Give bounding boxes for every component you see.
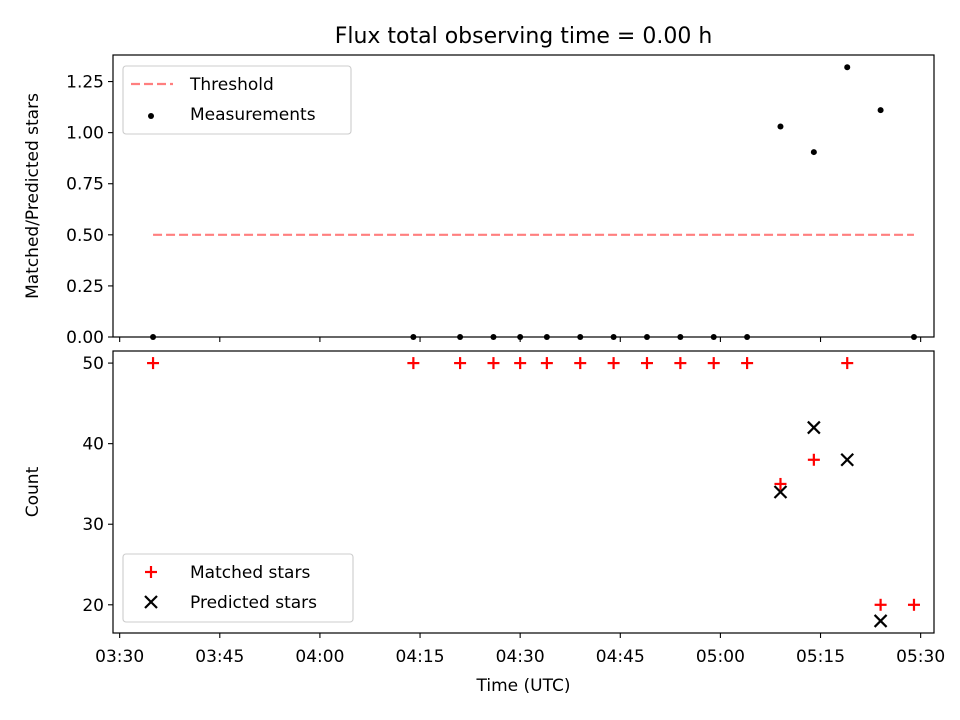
data-point bbox=[907, 598, 920, 611]
data-point bbox=[877, 107, 884, 114]
data-point bbox=[810, 149, 817, 156]
x-tick-label: 05:30 bbox=[896, 647, 945, 667]
x-tick-label: 03:45 bbox=[195, 647, 244, 667]
chart-title: Flux total observing time = 0.00 h bbox=[335, 24, 713, 49]
legend: Matched stars Predicted stars bbox=[122, 553, 354, 623]
data-point bbox=[774, 477, 787, 490]
data-point bbox=[874, 598, 887, 611]
legend: Threshold Measurements bbox=[122, 65, 352, 135]
count-panel: Count Time (UTC) 20 30 40 50 03:30 03:45 04:00 04… bbox=[23, 350, 945, 696]
legend-label: Threshold bbox=[189, 75, 274, 95]
y-tick-label: 30 bbox=[82, 515, 104, 535]
axes-frame bbox=[112, 350, 935, 634]
data-point bbox=[741, 357, 754, 370]
legend-label: Measurements bbox=[190, 105, 316, 125]
y-tick-label: 0.50 bbox=[66, 226, 104, 246]
legend-label: Predicted stars bbox=[190, 593, 317, 613]
series-predicted-stars bbox=[773, 420, 888, 628]
x-tick-label: 03:30 bbox=[95, 647, 144, 667]
x-tick-label: 04:15 bbox=[396, 647, 445, 667]
y-tick-label: 20 bbox=[82, 596, 104, 616]
data-point bbox=[514, 357, 527, 370]
data-point bbox=[844, 64, 851, 71]
data-point bbox=[777, 123, 784, 130]
data-point bbox=[807, 453, 820, 466]
y-tick-label: 0.75 bbox=[66, 175, 104, 195]
data-point bbox=[147, 357, 160, 370]
data-point bbox=[707, 357, 720, 370]
legend-swatch-dot bbox=[148, 113, 154, 119]
data-point bbox=[407, 357, 420, 370]
data-point bbox=[840, 452, 855, 467]
data-point bbox=[873, 614, 888, 628]
data-point bbox=[640, 357, 653, 370]
data-point bbox=[574, 357, 587, 370]
x-tick-label: 04:30 bbox=[496, 647, 545, 667]
data-point bbox=[454, 357, 467, 370]
x-tick-label: 05:00 bbox=[696, 647, 745, 667]
series-matched-stars bbox=[147, 357, 920, 611]
ratio-panel: Flux total observing time = 0.00 h Matche… bbox=[23, 24, 935, 348]
y-tick-label: 0.25 bbox=[66, 277, 104, 297]
x-b bbox=[807, 420, 821, 435]
x-tick-label: 04:00 bbox=[295, 647, 344, 667]
legend-swatch-x bbox=[144, 595, 158, 609]
x-tick-label: 05:15 bbox=[796, 647, 845, 667]
y-tick-label: 50 bbox=[82, 354, 104, 374]
data-point bbox=[607, 357, 620, 370]
y-tick-label: 1.00 bbox=[66, 124, 104, 144]
legend-box bbox=[122, 65, 352, 135]
x-b bbox=[873, 614, 888, 628]
y-tick-label: 40 bbox=[82, 435, 104, 455]
y-axis-label: Count bbox=[23, 466, 43, 517]
data-point bbox=[487, 357, 500, 370]
data-point bbox=[773, 485, 788, 499]
legend-box bbox=[122, 553, 354, 623]
axes-frame bbox=[112, 54, 935, 338]
x-tick-label: 04:45 bbox=[596, 647, 645, 667]
x-b bbox=[840, 452, 855, 467]
data-point bbox=[540, 357, 553, 370]
x-axis-label: Time (UTC) bbox=[476, 676, 571, 696]
y-tick-label: 1.25 bbox=[66, 73, 104, 93]
data-point bbox=[807, 420, 821, 435]
y-tick-label: 0.00 bbox=[66, 328, 104, 348]
data-point bbox=[674, 357, 687, 370]
x-b bbox=[773, 485, 788, 499]
y-axis-label: Matched/Predicted stars bbox=[23, 93, 43, 299]
data-point bbox=[841, 357, 854, 370]
legend-label: Matched stars bbox=[190, 563, 310, 583]
